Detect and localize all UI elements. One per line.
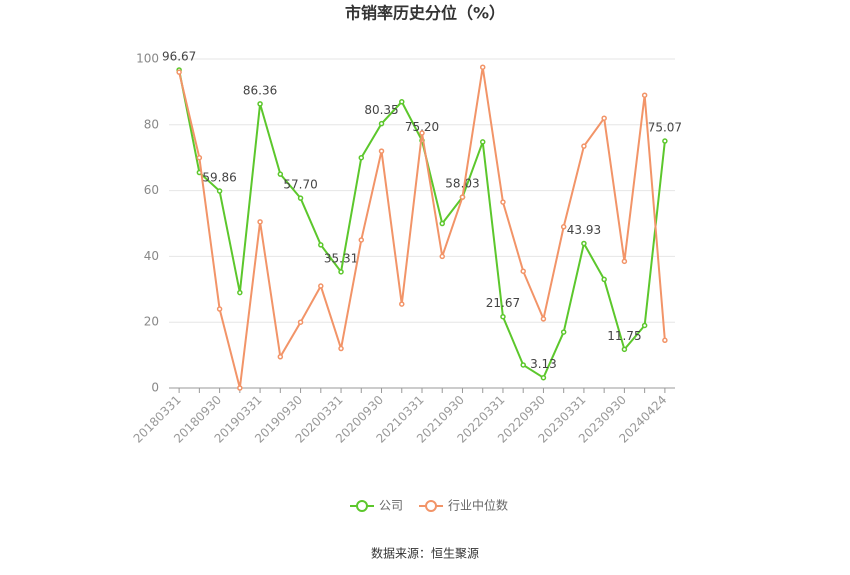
data-label: 21.67 (486, 296, 520, 310)
point (196, 154, 203, 161)
y-tick-label: 80 (144, 117, 159, 131)
point (439, 220, 445, 227)
data-label: 57.70 (283, 178, 317, 192)
point (419, 130, 425, 136)
point (601, 276, 607, 283)
data-label: 59.86 (202, 171, 236, 185)
point (662, 337, 668, 344)
y-tick-label: 60 (144, 183, 159, 197)
point (662, 138, 668, 144)
data-label: 35.31 (324, 251, 358, 265)
point (237, 385, 243, 391)
point (621, 346, 628, 353)
point (581, 240, 587, 247)
point (176, 69, 182, 75)
y-tick-label: 20 (144, 315, 159, 329)
point (641, 322, 648, 329)
point (257, 219, 263, 225)
point (358, 237, 365, 243)
source-note: 数据来源：恒生聚源 (371, 546, 479, 561)
data-label: 11.75 (607, 329, 641, 343)
point (338, 345, 344, 352)
point (277, 171, 284, 177)
legend-marker (356, 500, 368, 512)
point (318, 283, 324, 289)
point (399, 99, 405, 105)
point (641, 92, 648, 98)
point (378, 148, 385, 154)
point (479, 139, 486, 145)
y-tick-label: 0 (151, 381, 159, 395)
point (439, 253, 445, 260)
point (520, 362, 526, 368)
point (399, 301, 405, 307)
point (601, 115, 607, 121)
point (621, 258, 628, 265)
point (560, 329, 567, 335)
data-label: 75.20 (405, 120, 439, 134)
point (297, 195, 304, 201)
point (257, 101, 263, 107)
point (500, 313, 506, 320)
data-label: 96.67 (162, 49, 196, 63)
point (338, 269, 344, 275)
point (216, 306, 223, 312)
point (540, 316, 547, 322)
data-label: 80.35 (364, 103, 398, 117)
legend-marker (425, 500, 438, 512)
point (520, 268, 526, 274)
point (560, 224, 567, 230)
legend-label: 公司 (379, 499, 403, 513)
data-label: 75.07 (648, 121, 682, 135)
point (500, 199, 506, 205)
data-label: 86.36 (243, 83, 277, 97)
point (581, 143, 587, 149)
legend-label: 行业中位数 (448, 498, 508, 513)
y-tick-label: 100 (136, 52, 159, 66)
data-label: 3.13 (530, 357, 557, 371)
point (318, 242, 324, 248)
chart-title: 市销率历史分位（%） (345, 4, 505, 23)
point (216, 188, 223, 194)
point (237, 289, 243, 296)
point (479, 64, 486, 70)
data-label: 43.93 (567, 223, 601, 237)
y-tick-label: 40 (144, 249, 159, 263)
data-label: 58.03 (445, 177, 479, 191)
point (378, 120, 385, 127)
point (540, 374, 547, 381)
point (459, 194, 466, 200)
point (297, 319, 304, 325)
point (277, 353, 284, 360)
point (358, 154, 365, 161)
